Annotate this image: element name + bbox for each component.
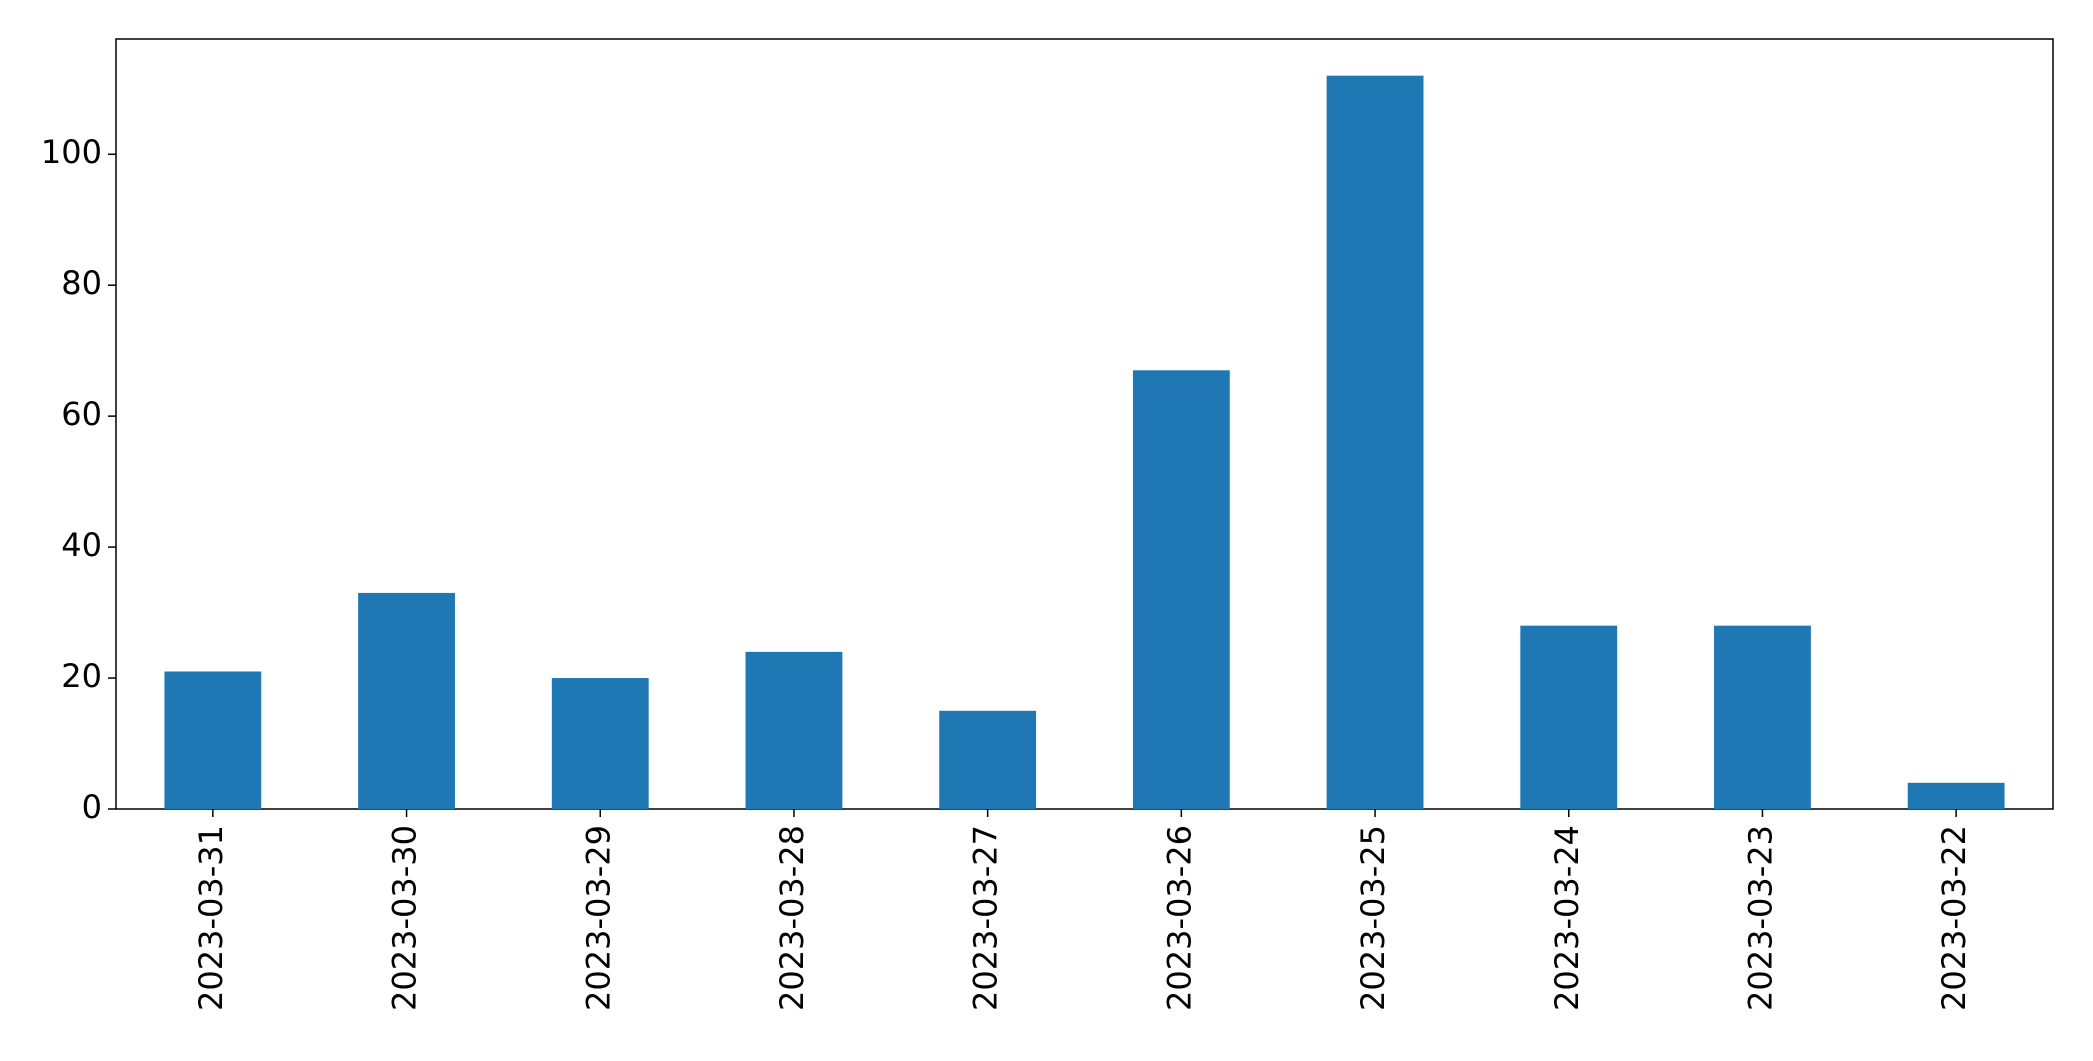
x-tick-label: 2023-03-30: [386, 825, 424, 1011]
x-tick-label: 2023-03-28: [773, 825, 811, 1011]
bar: [1907, 782, 2005, 809]
bar: [939, 710, 1037, 809]
x-tick-label: 2023-03-25: [1354, 825, 1392, 1011]
y-tick-label: 40: [61, 526, 102, 564]
bar: [164, 671, 262, 809]
bar: [358, 592, 455, 809]
x-tick-label: 2023-03-27: [967, 825, 1005, 1011]
x-tick-label: 2023-03-22: [1935, 825, 1973, 1011]
bar: [1326, 75, 1424, 809]
bar: [1520, 625, 1618, 809]
bar: [745, 651, 843, 809]
bar: [551, 678, 649, 809]
x-tick-label: 2023-03-31: [192, 825, 230, 1011]
plot-frame: [115, 38, 2054, 810]
bar: [1714, 625, 1811, 809]
x-tick-label: 2023-03-23: [1741, 825, 1779, 1011]
bar: [1132, 370, 1230, 809]
y-tick-label: 20: [61, 657, 102, 695]
y-tick-label: 80: [61, 264, 102, 302]
y-tick-label: 100: [41, 133, 102, 171]
x-tick-label: 2023-03-24: [1548, 825, 1586, 1011]
y-tick-label: 60: [61, 395, 102, 433]
y-tick-label: 0: [82, 788, 102, 826]
x-tick-label: 2023-03-29: [579, 825, 617, 1011]
x-tick-label: 2023-03-26: [1160, 825, 1198, 1011]
